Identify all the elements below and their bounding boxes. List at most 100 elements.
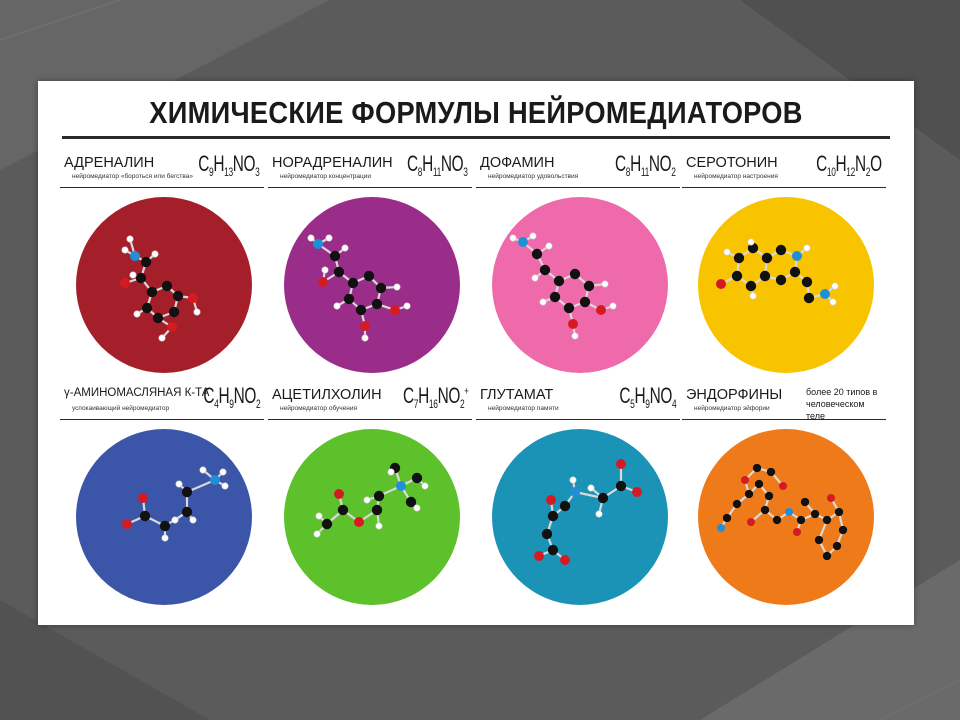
hydrogen-atom bbox=[529, 232, 537, 240]
chemical-formula: C9H13NO3 bbox=[199, 151, 261, 179]
nitrogen-atom bbox=[518, 237, 528, 247]
formula-element: O bbox=[870, 151, 882, 176]
carbon-atom bbox=[745, 280, 757, 292]
molecule-description: нейромедиатор концентрации bbox=[280, 173, 372, 180]
carbon-atom bbox=[405, 496, 417, 508]
carbon-atom bbox=[553, 275, 565, 287]
oxygen-atom bbox=[616, 459, 626, 469]
molecule-disc bbox=[283, 196, 461, 374]
carbon-atom bbox=[141, 302, 153, 314]
formula-subscript: 2 bbox=[459, 397, 465, 411]
hydrogen-atom bbox=[803, 244, 811, 252]
molecule-disc bbox=[491, 428, 669, 606]
nitrogen-atom bbox=[313, 239, 323, 249]
carbon-atom bbox=[800, 497, 810, 507]
carbon-atom bbox=[337, 504, 349, 516]
carbon-atom bbox=[822, 551, 832, 561]
molecule-header: НОРАДРЕНАЛИН нейромедиатор концентрации C8… bbox=[268, 151, 472, 188]
oxygen-atom bbox=[568, 319, 578, 329]
oxygen-atom bbox=[188, 293, 198, 303]
carbon-atom bbox=[181, 486, 193, 498]
chemical-formula: C5H9NO4 bbox=[619, 383, 676, 411]
hydrogen-atom bbox=[341, 244, 349, 252]
molecule-name: АЦЕТИЛХОЛИН bbox=[272, 387, 382, 403]
formula-element: C bbox=[615, 151, 627, 176]
formula-subscript: 9 bbox=[228, 397, 234, 411]
molecule-description: нейромедиатор эйфории bbox=[694, 405, 770, 412]
formula-subscript: 4 bbox=[213, 397, 219, 411]
oxygen-atom bbox=[716, 279, 726, 289]
molecule-model bbox=[698, 429, 874, 605]
carbon-atom bbox=[732, 499, 742, 509]
carbon-atom bbox=[172, 290, 184, 302]
carbon-atom bbox=[775, 274, 787, 286]
formula-subscript: 8 bbox=[626, 165, 631, 179]
formula-element: H bbox=[218, 383, 229, 408]
molecule-header: АДРЕНАЛИН нейромедиатор «бороться или бег… bbox=[60, 151, 264, 188]
hydrogen-atom bbox=[601, 280, 609, 288]
carbon-atom bbox=[161, 280, 173, 292]
carbon-atom bbox=[834, 507, 844, 517]
molecule-header: γ-АМИНОМАСЛЯНАЯ К-ТА успокаивающий нейром… bbox=[60, 383, 264, 420]
carbon-atom bbox=[146, 286, 158, 298]
carbon-atom bbox=[832, 541, 842, 551]
carbon-atom bbox=[375, 282, 387, 294]
hydrogen-atom bbox=[333, 302, 341, 310]
molecule-model bbox=[492, 429, 668, 605]
hydrogen-atom bbox=[126, 235, 134, 243]
formula-element: H bbox=[422, 151, 434, 176]
formula-element: NO bbox=[233, 151, 256, 176]
carbon-atom bbox=[531, 248, 543, 260]
formula-element: NO bbox=[441, 151, 464, 176]
molecule-card: АДРЕНАЛИН нейромедиатор «бороться или бег… bbox=[60, 151, 264, 383]
carbon-atom bbox=[822, 515, 832, 525]
carbon-atom bbox=[760, 505, 770, 515]
molecule-name: ДОФАМИН bbox=[480, 155, 555, 171]
hydrogen-atom bbox=[221, 482, 229, 490]
formula-subscript: 10 bbox=[827, 165, 836, 179]
hydrogen-atom bbox=[151, 250, 159, 258]
disc-background bbox=[698, 197, 874, 373]
disc-background bbox=[492, 197, 668, 373]
oxygen-atom bbox=[360, 321, 370, 331]
nitrogen-atom bbox=[820, 289, 830, 299]
nitrogen-atom bbox=[570, 487, 580, 497]
oxygen-atom bbox=[334, 489, 344, 499]
hydrogen-atom bbox=[363, 496, 371, 504]
molecule-description: нейромедиатор удовольствия bbox=[488, 173, 579, 180]
chemical-formula: C8H11NO3 bbox=[407, 151, 468, 179]
molecule-description: нейромедиатор обучения bbox=[280, 405, 358, 412]
formula-subscript: 2 bbox=[671, 165, 677, 179]
disc-background bbox=[492, 429, 668, 605]
molecule-card: ЭНДОРФИНЫ нейромедиатор эйфории более 20 т… bbox=[682, 383, 886, 615]
formula-element: NO bbox=[233, 383, 256, 408]
oxygen-atom bbox=[354, 517, 364, 527]
molecule-disc bbox=[697, 428, 875, 606]
carbon-atom bbox=[321, 518, 333, 530]
carbon-atom bbox=[733, 252, 745, 264]
molecule-description: успокаивающий нейромедиатор bbox=[72, 405, 170, 412]
hydrogen-atom bbox=[193, 308, 201, 316]
carbon-atom bbox=[801, 276, 813, 288]
carbon-atom bbox=[838, 525, 848, 535]
carbon-atom bbox=[541, 528, 553, 540]
formula-element: C bbox=[203, 383, 214, 408]
carbon-atom bbox=[343, 293, 355, 305]
oxygen-atom bbox=[596, 305, 606, 315]
formula-element: H bbox=[213, 151, 225, 176]
molecule-card: ДОФАМИН нейромедиатор удовольствия C8H11NO… bbox=[476, 151, 680, 383]
carbon-atom bbox=[772, 515, 782, 525]
formula-element: H bbox=[417, 383, 429, 408]
carbon-atom bbox=[722, 513, 732, 523]
molecule-header: СЕРОТОНИН нейромедиатор настроения C10H12N… bbox=[682, 151, 886, 188]
hydrogen-atom bbox=[315, 512, 323, 520]
carbon-atom bbox=[547, 544, 559, 556]
carbon-atom bbox=[168, 306, 180, 318]
hydrogen-atom bbox=[539, 298, 547, 306]
molecule-disc bbox=[697, 196, 875, 374]
molecule-card: γ-АМИНОМАСЛЯНАЯ К-ТА успокаивающий нейром… bbox=[60, 383, 264, 615]
chemical-formula: C8H11NO2 bbox=[615, 151, 676, 179]
hydrogen-atom bbox=[307, 234, 315, 242]
carbon-atom bbox=[796, 515, 806, 525]
hydrogen-atom bbox=[421, 482, 429, 490]
